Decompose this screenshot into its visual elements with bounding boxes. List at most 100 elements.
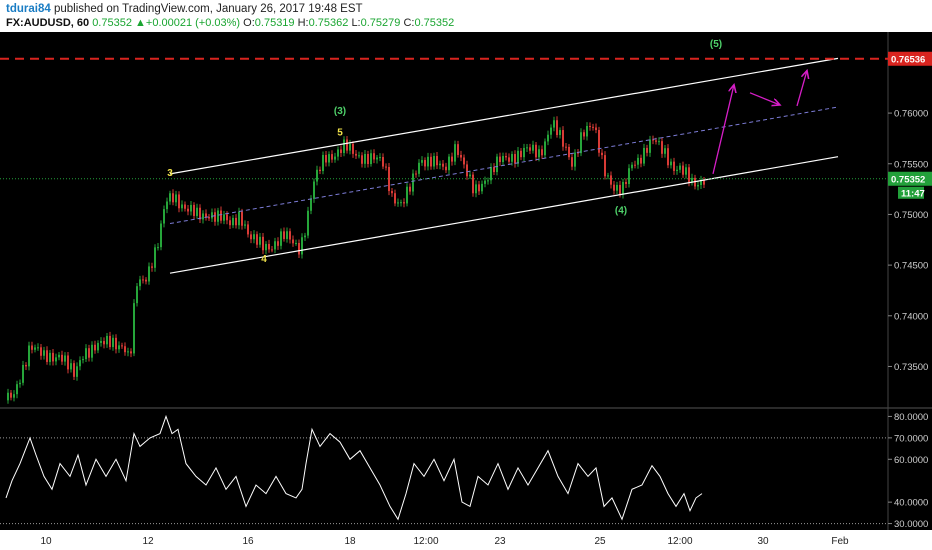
candle bbox=[400, 199, 402, 207]
candle bbox=[109, 331, 111, 350]
candle bbox=[520, 147, 522, 161]
time-tick-label: 23 bbox=[494, 536, 506, 547]
candle-body bbox=[601, 152, 603, 156]
candle-body bbox=[121, 345, 123, 347]
candle-body bbox=[445, 166, 447, 171]
candle bbox=[289, 228, 291, 244]
candle-body bbox=[508, 157, 510, 162]
time-axis[interactable]: 10 12 16 18 12:00 23 25 12:00 30 Feb bbox=[40, 536, 849, 547]
oscillator-pane[interactable] bbox=[0, 414, 888, 525]
candle bbox=[637, 154, 639, 169]
candle-body bbox=[229, 220, 231, 226]
candle-body bbox=[592, 126, 594, 128]
candle bbox=[214, 208, 216, 226]
candle-body bbox=[175, 194, 177, 203]
candle-body bbox=[454, 144, 456, 162]
candle-body bbox=[88, 348, 90, 358]
oscillator-line[interactable] bbox=[5, 414, 703, 521]
candle bbox=[700, 175, 702, 189]
candle bbox=[379, 153, 381, 162]
candle-body bbox=[394, 193, 396, 204]
candle-body bbox=[328, 154, 330, 163]
channel-upper-line[interactable] bbox=[169, 57, 839, 175]
channel-lower-line[interactable] bbox=[169, 156, 839, 274]
candle bbox=[604, 151, 606, 180]
oscillator-tick-label: 70.0000 bbox=[894, 433, 928, 444]
time-tick-label: 12:00 bbox=[413, 536, 438, 547]
candle bbox=[85, 344, 87, 363]
candle-body bbox=[466, 164, 468, 177]
candle-body bbox=[433, 156, 435, 167]
candle-body bbox=[283, 231, 285, 239]
candle-body bbox=[484, 180, 486, 184]
candle bbox=[100, 337, 102, 347]
candle bbox=[16, 380, 18, 399]
candle bbox=[262, 233, 264, 255]
candle bbox=[625, 178, 627, 189]
projection-arrow[interactable] bbox=[796, 71, 807, 107]
candle-body bbox=[397, 202, 399, 204]
candle-body bbox=[304, 235, 306, 238]
candle-body bbox=[211, 212, 213, 219]
low-label: L: bbox=[351, 17, 361, 29]
candle-body bbox=[217, 210, 219, 222]
candle-body bbox=[499, 156, 501, 163]
candle bbox=[607, 172, 609, 180]
author-link[interactable]: tdurai84 bbox=[6, 3, 51, 15]
candle bbox=[544, 138, 546, 158]
candle bbox=[271, 246, 273, 253]
candle-body bbox=[481, 183, 483, 192]
low-value: 0.75279 bbox=[360, 17, 401, 29]
candle bbox=[658, 137, 660, 146]
candle-body bbox=[343, 139, 345, 153]
candle bbox=[460, 150, 462, 162]
oscillator-axis[interactable]: 80.0000 70.0000 60.0000 40.0000 30.0000 bbox=[888, 412, 928, 530]
candle-body bbox=[133, 303, 135, 354]
candle bbox=[319, 166, 321, 174]
projection-arrow[interactable] bbox=[749, 92, 780, 105]
candle bbox=[316, 165, 318, 186]
time-tick-label: Feb bbox=[831, 536, 849, 547]
price-axis[interactable]: 0.76000 0.75500 0.75000 0.74500 0.74000 0.735… bbox=[888, 51, 932, 373]
wave-label: (4) bbox=[615, 205, 627, 216]
candle-body bbox=[136, 286, 138, 304]
candle bbox=[523, 143, 525, 162]
candle bbox=[562, 126, 564, 151]
candle bbox=[499, 152, 501, 167]
candle bbox=[490, 163, 492, 185]
candle-body bbox=[247, 224, 249, 235]
close-label: C: bbox=[403, 17, 415, 29]
candle-body bbox=[49, 352, 51, 362]
candle bbox=[685, 163, 687, 179]
candle bbox=[229, 216, 231, 230]
candle bbox=[25, 362, 27, 371]
candle bbox=[22, 360, 24, 386]
candle bbox=[610, 171, 612, 189]
candle-body bbox=[100, 341, 102, 343]
candle-body bbox=[616, 184, 618, 191]
candle-body bbox=[559, 130, 561, 136]
price-pane[interactable]: 345(3)(4)(5)5 bbox=[0, 32, 932, 530]
candle bbox=[667, 144, 669, 169]
candle-body bbox=[310, 198, 312, 211]
candle-body bbox=[487, 180, 489, 182]
chart-canvas[interactable]: 345(3)(4)(5)5 0.760000.755000.750000.745… bbox=[0, 32, 932, 550]
candle bbox=[571, 153, 573, 171]
publish-line: tdurai84 published on TradingView.com, J… bbox=[6, 3, 363, 15]
candle-body bbox=[337, 149, 339, 157]
candle-body bbox=[157, 247, 159, 249]
candle bbox=[613, 181, 615, 195]
candle bbox=[385, 163, 387, 171]
candle-body bbox=[319, 169, 321, 172]
projection-arrow[interactable] bbox=[712, 85, 734, 175]
candle bbox=[559, 127, 561, 139]
candle bbox=[508, 153, 510, 165]
candle bbox=[448, 153, 450, 174]
candle-body bbox=[496, 156, 498, 173]
candle-body bbox=[676, 169, 678, 171]
channel-midline[interactable] bbox=[169, 106, 839, 225]
candle bbox=[205, 209, 207, 221]
time-tick-label: 16 bbox=[242, 536, 254, 547]
candle bbox=[193, 202, 195, 220]
candle bbox=[415, 170, 417, 178]
